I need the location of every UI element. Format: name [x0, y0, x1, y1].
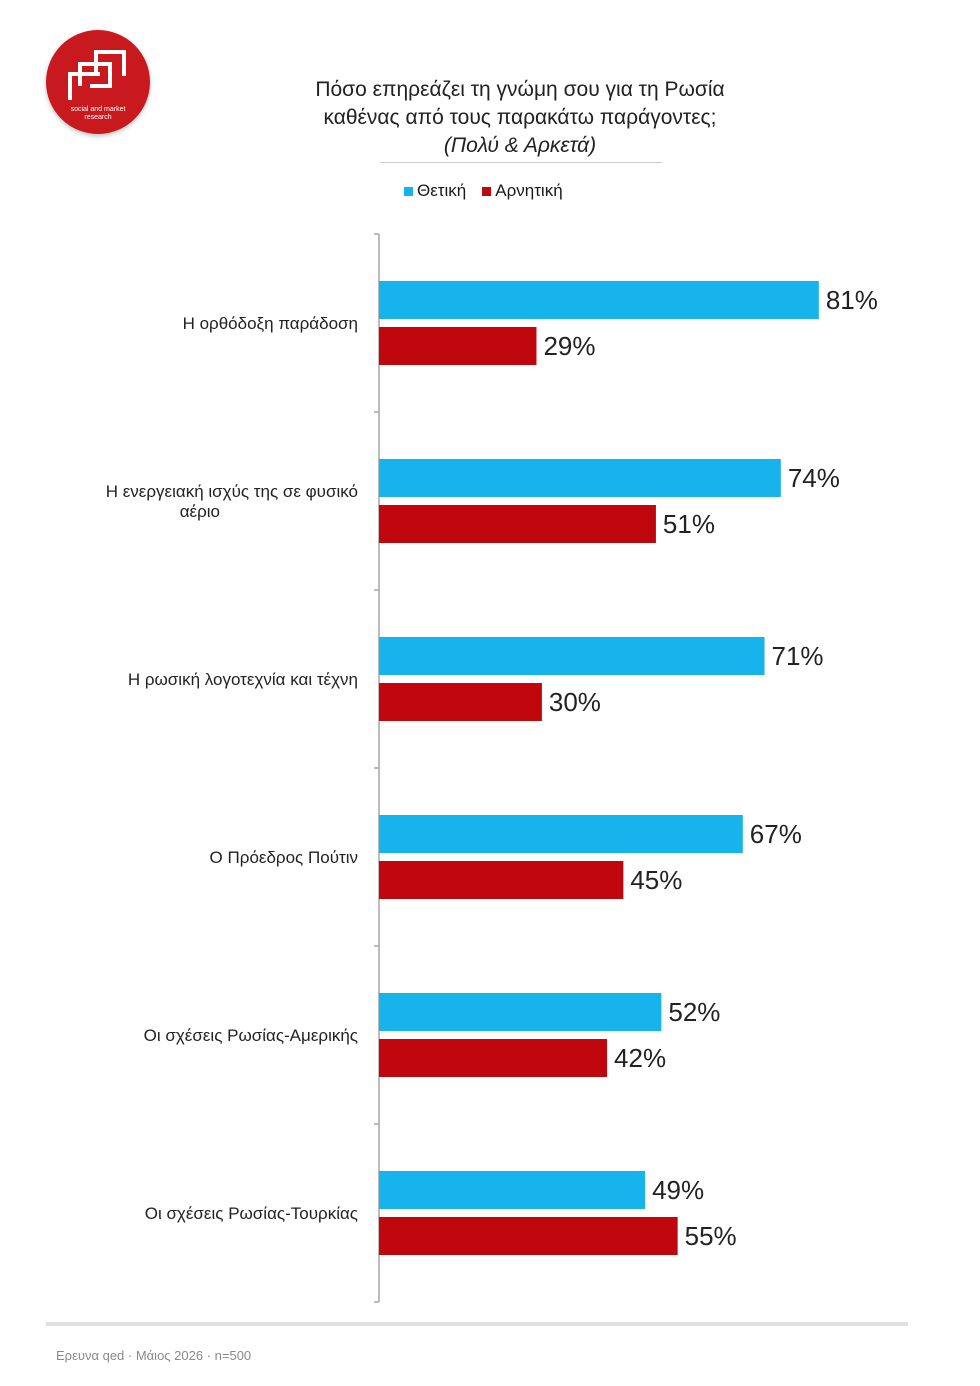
legend-label-negative: Αρνητική: [495, 181, 563, 200]
category-label: Η ρωσική λογοτεχνία και τέχνη: [128, 670, 358, 689]
qed-logo-icon: [68, 50, 126, 100]
data-label-positive: 52%: [668, 997, 720, 1027]
bar-positive: [379, 637, 765, 675]
bar-negative: [379, 683, 542, 721]
data-label-negative: 42%: [614, 1043, 666, 1073]
title-line-2: καθένας από τους παρακάτω παράγοντες;: [323, 106, 717, 129]
chart-title: Πόσο επηρεάζει τη γνώμη σου για τη Ρωσία…: [260, 76, 780, 160]
bar-chart: Η ορθόδοξη παράδοση 81% 29% Η ενεργειακή ισ…: [106, 233, 878, 1303]
bar-positive: [379, 459, 781, 497]
data-label-negative: 45%: [630, 865, 682, 895]
category-label: Η ορθόδοξη παράδοση: [183, 314, 358, 333]
category-label: Ο Πρόεδρος Πούτιν: [210, 848, 358, 867]
logo-tagline-2: research: [84, 114, 112, 121]
legend-swatch-negative: [482, 186, 492, 196]
data-label-negative: 30%: [549, 687, 601, 717]
data-label-positive: 81%: [826, 285, 878, 315]
data-label-positive: 71%: [772, 641, 824, 671]
title-line-1: Πόσο επηρεάζει τη γνώμη σου για τη Ρωσία: [315, 78, 725, 101]
title-line-3: (Πολύ & Αρκετά): [443, 134, 597, 157]
logo-tagline-1: social and market: [70, 106, 126, 113]
category-label: Οι σχέσεις Ρωσίας-Τουρκίας: [145, 1204, 358, 1223]
bar-negative: [379, 505, 656, 543]
legend-item-negative: Αρνητική: [482, 181, 563, 201]
bar-negative: [379, 327, 537, 365]
bar-negative: [379, 861, 624, 899]
footer-source: Ερευνα qed · Μάιος 2026 · n=500: [56, 1348, 252, 1363]
legend-swatch-positive: [404, 186, 413, 196]
category-label: Η ενεργειακή ισχύς της σε φυσικό αέριο: [106, 482, 358, 521]
data-label-positive: 74%: [788, 463, 840, 493]
data-label-positive: 49%: [652, 1175, 704, 1205]
title-divider: [380, 162, 662, 163]
category-label: Οι σχέσεις Ρωσίας-Αμερικής: [144, 1026, 358, 1045]
data-label-negative: 51%: [663, 509, 715, 539]
legend-item-positive: Θετική: [404, 181, 466, 201]
bar-positive: [379, 815, 743, 853]
bar-positive: [379, 281, 819, 319]
legend-label-positive: Θετική: [417, 181, 467, 200]
logo: social and market research: [46, 30, 150, 134]
legend: Θετική Αρνητική: [404, 181, 579, 201]
data-label-negative: 29%: [543, 331, 595, 361]
data-label-positive: 67%: [750, 819, 802, 849]
bar-negative: [379, 1039, 608, 1077]
bar-positive: [379, 1171, 646, 1209]
bar-negative: [379, 1217, 678, 1255]
footer-divider: [46, 1322, 908, 1326]
bar-positive: [379, 993, 662, 1031]
data-label-negative: 55%: [685, 1221, 737, 1251]
